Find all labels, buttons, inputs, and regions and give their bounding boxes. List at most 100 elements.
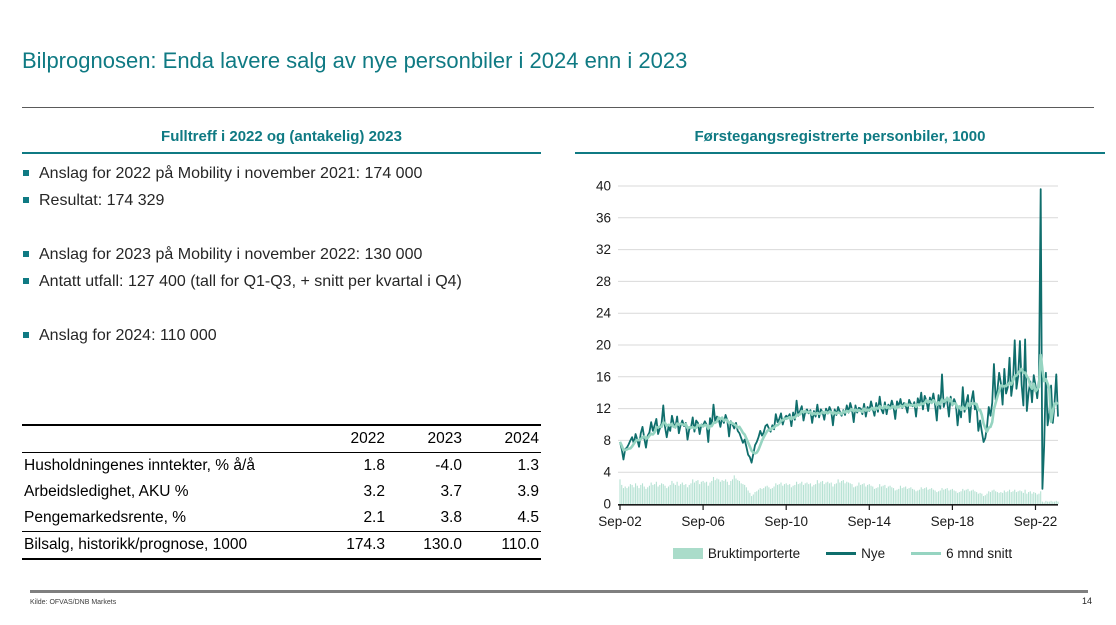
bar-bruktimporterte	[860, 484, 862, 504]
bar-bruktimporterte	[697, 480, 699, 504]
slide-title: Bilprognosen: Enda lavere salg av nye pe…	[22, 48, 688, 73]
bar-bruktimporterte	[624, 486, 626, 504]
bullet-item: Anslag for 2024: 110 000	[22, 322, 552, 349]
bar-bruktimporterte	[986, 493, 988, 504]
bar-bruktimporterte	[785, 483, 787, 504]
bar-bruktimporterte	[806, 482, 808, 504]
bar-bruktimporterte	[842, 480, 844, 504]
source-note: Kilde: OFVAS/DNB Markets	[30, 599, 117, 606]
bar-bruktimporterte	[768, 487, 770, 504]
bar-bruktimporterte	[841, 480, 843, 504]
bar-bruktimporterte	[939, 490, 941, 504]
bar-bruktimporterte	[894, 490, 896, 504]
bar-bruktimporterte	[719, 481, 721, 504]
bar-bruktimporterte	[745, 487, 747, 504]
row-value: 1.8	[363, 457, 385, 474]
bar-bruktimporterte	[667, 486, 670, 504]
bar-bruktimporterte	[631, 484, 633, 504]
bar-bruktimporterte	[731, 479, 734, 504]
bar-bruktimporterte	[1050, 500, 1052, 504]
bar-bruktimporterte	[1022, 492, 1024, 504]
bar-bruktimporterte	[967, 488, 969, 504]
bar-bruktimporterte	[861, 484, 863, 504]
y-axis-tick-label: 32	[596, 242, 611, 257]
bar-bruktimporterte	[953, 490, 955, 504]
bar-bruktimporterte	[996, 492, 998, 504]
bar-bruktimporterte	[813, 484, 815, 504]
bar-bruktimporterte	[804, 483, 806, 504]
bar-bruktimporterte	[849, 483, 851, 504]
bar-bruktimporterte	[993, 489, 995, 504]
bar-bruktimporterte	[754, 492, 756, 504]
bar-bruktimporterte	[640, 484, 642, 504]
bar-bruktimporterte	[946, 488, 948, 504]
table-year-header: 2022	[350, 430, 385, 447]
bar-bruktimporterte	[905, 486, 907, 504]
bar-bruktimporterte	[960, 491, 962, 504]
bar-bruktimporterte	[983, 496, 985, 504]
x-axis-tick-label: Sep-10	[764, 514, 808, 529]
bar-bruktimporterte	[744, 484, 746, 504]
legend-item: Bruktimporterte	[672, 546, 800, 561]
bar-bruktimporterte	[801, 481, 803, 504]
bar-bruktimporterte	[1045, 500, 1047, 504]
bullet-group-2: Anslag for 2023 på Mobility i november 2…	[22, 241, 552, 295]
bar-bruktimporterte	[868, 484, 870, 504]
bar-bruktimporterte	[870, 485, 872, 504]
bar-bruktimporterte	[759, 488, 761, 504]
bar-bruktimporterte	[858, 482, 860, 504]
bar-bruktimporterte	[730, 480, 732, 504]
table-row: Pengemarkedsrente, % 2.1 3.8 4.5	[22, 505, 541, 532]
bar-bruktimporterte	[918, 489, 921, 504]
bar-bruktimporterte	[652, 484, 654, 504]
bar-bruktimporterte	[901, 488, 903, 504]
bar-bruktimporterte	[889, 485, 891, 504]
legend-item: Nye	[826, 546, 885, 561]
bar-bruktimporterte	[1052, 501, 1054, 504]
table-year-header: 2024	[504, 430, 539, 447]
bar-bruktimporterte	[690, 483, 692, 504]
bar-bruktimporterte	[764, 486, 766, 504]
bar-bruktimporterte	[792, 485, 794, 504]
bar-bruktimporterte	[655, 481, 657, 504]
legend-label: 6 mnd snitt	[946, 546, 1013, 561]
y-axis-tick-label: 12	[596, 401, 611, 416]
x-axis-tick-label: Sep-14	[848, 514, 892, 529]
legend-bar-swatch-icon	[672, 548, 703, 559]
bar-bruktimporterte	[1040, 491, 1042, 504]
bar-bruktimporterte	[976, 492, 978, 504]
bullet-square-icon	[23, 332, 29, 338]
bar-bruktimporterte	[1003, 490, 1005, 504]
line-6mnd-snitt	[618, 353, 1059, 455]
row-value: 110.0	[501, 536, 539, 553]
bar-bruktimporterte	[787, 484, 789, 504]
bar-bruktimporterte	[1012, 491, 1014, 504]
bar-bruktimporterte	[903, 487, 905, 504]
bar-bruktimporterte	[970, 490, 972, 504]
bar-bruktimporterte	[825, 482, 827, 504]
x-axis-tick-label: Sep-02	[598, 514, 642, 529]
bar-bruktimporterte	[654, 484, 656, 504]
bar-bruktimporterte	[851, 484, 853, 504]
bar-bruktimporterte	[700, 481, 702, 504]
bar-bruktimporterte	[692, 479, 694, 504]
bar-bruktimporterte	[686, 487, 689, 504]
bar-bruktimporterte	[818, 483, 820, 504]
bar-bruktimporterte	[688, 484, 690, 504]
bar-bruktimporterte	[929, 488, 931, 504]
bar-bruktimporterte	[802, 484, 805, 504]
bar-bruktimporterte	[766, 485, 768, 504]
table-row: Husholdningenes inntekter, % å/å 1.8 -4.0 1…	[22, 453, 541, 480]
bar-bruktimporterte	[958, 492, 960, 504]
bar-bruktimporterte	[1034, 492, 1037, 504]
bar-bruktimporterte	[716, 478, 718, 504]
row-value: 3.9	[517, 483, 539, 500]
bar-bruktimporterte	[1053, 501, 1056, 504]
row-label: Arbeidsledighet, AKU %	[24, 483, 189, 500]
footer-divider	[30, 590, 1088, 593]
y-axis-tick-label: 8	[603, 433, 611, 448]
bar-bruktimporterte	[979, 492, 981, 504]
bar-bruktimporterte	[737, 480, 739, 504]
bar-bruktimporterte	[922, 488, 924, 504]
bar-bruktimporterte	[951, 488, 953, 504]
